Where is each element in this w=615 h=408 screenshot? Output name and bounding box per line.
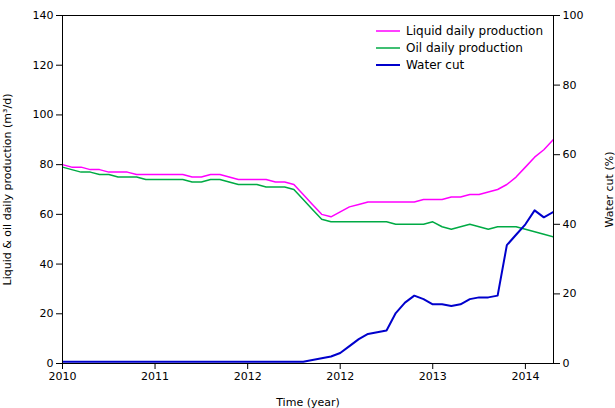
svg-text:20: 20	[563, 287, 577, 300]
svg-text:60: 60	[40, 208, 54, 221]
svg-text:0: 0	[47, 357, 54, 370]
html-text:Oil daily production: Oil daily production	[406, 41, 523, 55]
svg-text:60: 60	[563, 148, 577, 161]
svg-text:40: 40	[40, 258, 54, 271]
svg-text:2013: 2013	[419, 370, 447, 383]
svg-text:0: 0	[563, 357, 570, 370]
svg-text:80: 80	[563, 79, 577, 92]
svg-text:2012: 2012	[326, 370, 354, 383]
svg-text:40: 40	[563, 218, 577, 231]
svg-text:100: 100	[33, 108, 54, 121]
svg-text:Time (year): Time (year)	[275, 396, 340, 408]
svg-text:20: 20	[40, 307, 54, 320]
svg-text:120: 120	[33, 59, 54, 72]
svg-text:2011: 2011	[141, 370, 169, 383]
svg-text:140: 140	[33, 9, 54, 22]
svg-text:2014: 2014	[511, 370, 539, 383]
svg-text:Liquid & oil daily production: Liquid & oil daily production (m³/d)	[1, 94, 14, 286]
svg-text:2012: 2012	[234, 370, 262, 383]
html-text:Water cut: Water cut	[406, 58, 465, 72]
html-text:Liquid daily production: Liquid daily production	[406, 24, 543, 38]
svg-text:Water cut (%): Water cut (%)	[603, 152, 615, 228]
svg-text:80: 80	[40, 158, 54, 171]
svg-text:2010: 2010	[49, 370, 77, 383]
svg-text:100: 100	[563, 9, 584, 22]
